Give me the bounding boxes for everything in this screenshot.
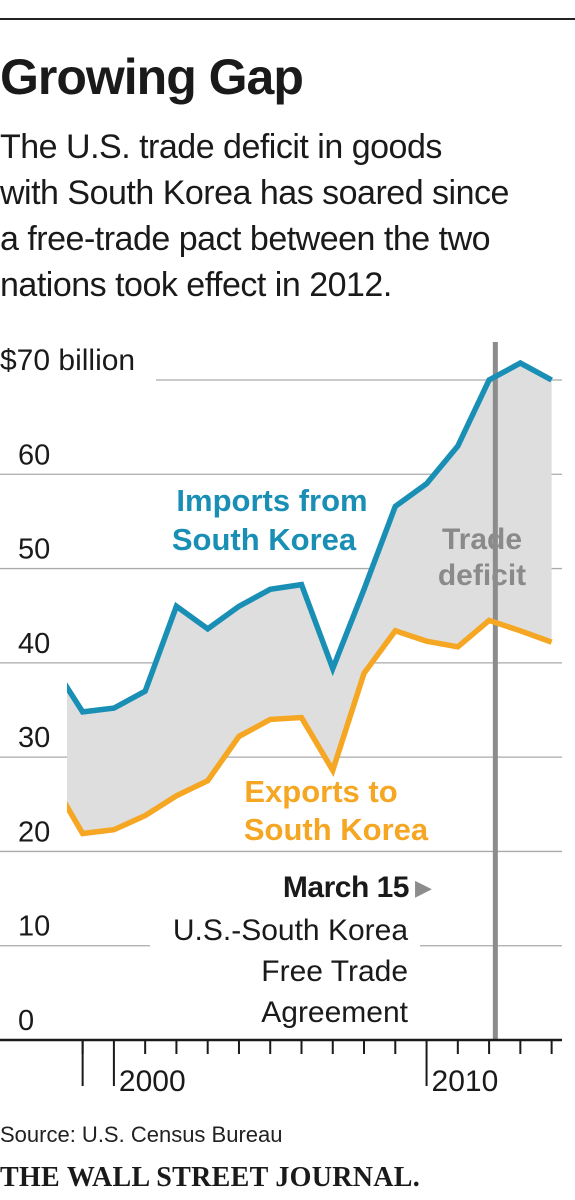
y-tick-label-70: $70 billion bbox=[0, 344, 135, 377]
imports-label-line-1: Imports from bbox=[176, 483, 367, 518]
trade-deficit-label-2: deficit bbox=[438, 559, 526, 592]
publisher-logo: THE WALL STREET JOURNAL. bbox=[0, 1162, 421, 1193]
fta-desc-line-2: Free Trade bbox=[261, 955, 408, 988]
y-tick-label-0: 0 bbox=[18, 1005, 34, 1037]
subtitle-line-1: The U.S. trade deficit in goods bbox=[0, 128, 442, 166]
subtitle-line-3: a free-trade pact between the two bbox=[0, 220, 491, 258]
fta-desc-line-1: U.S.-South Korea bbox=[173, 914, 408, 947]
y-tick-label-60: 60 bbox=[18, 439, 50, 471]
trade-chart: $70 billion6050403020100TradedeficitImpo… bbox=[0, 342, 562, 1098]
exports-label-line-1: Exports to bbox=[244, 774, 397, 809]
subtitle-line-4: nations took effect in 2012. bbox=[0, 266, 392, 304]
trade-deficit-area bbox=[67, 363, 552, 834]
x-tick-label-2000: 2000 bbox=[119, 1065, 186, 1098]
fta-arrow-icon: ▶ bbox=[415, 875, 432, 900]
subtitle-line-2: with South Korea has soared since bbox=[0, 174, 509, 212]
source-note: Source: U.S. Census Bureau bbox=[0, 1122, 283, 1147]
top-rule bbox=[0, 18, 575, 20]
fta-date-label: March 15 bbox=[283, 871, 409, 904]
exports-line bbox=[67, 617, 553, 837]
y-tick-label-30: 30 bbox=[18, 722, 50, 754]
imports-label-line-2: South Korea bbox=[172, 522, 357, 557]
imports-line bbox=[67, 359, 553, 715]
trade-deficit-label-1: Trade bbox=[442, 523, 522, 556]
y-tick-label-50: 50 bbox=[18, 534, 50, 566]
x-tick-label-2010: 2010 bbox=[432, 1065, 499, 1098]
y-tick-label-10: 10 bbox=[18, 911, 50, 943]
chart-title: Growing Gap bbox=[0, 49, 304, 105]
y-tick-label-40: 40 bbox=[18, 628, 50, 660]
fta-desc-line-3: Agreement bbox=[261, 996, 408, 1029]
exports-label-line-2: South Korea bbox=[244, 812, 429, 847]
y-tick-label-20: 20 bbox=[18, 816, 50, 848]
chart-subtitle: The U.S. trade deficit in goods with Sou… bbox=[0, 124, 575, 308]
